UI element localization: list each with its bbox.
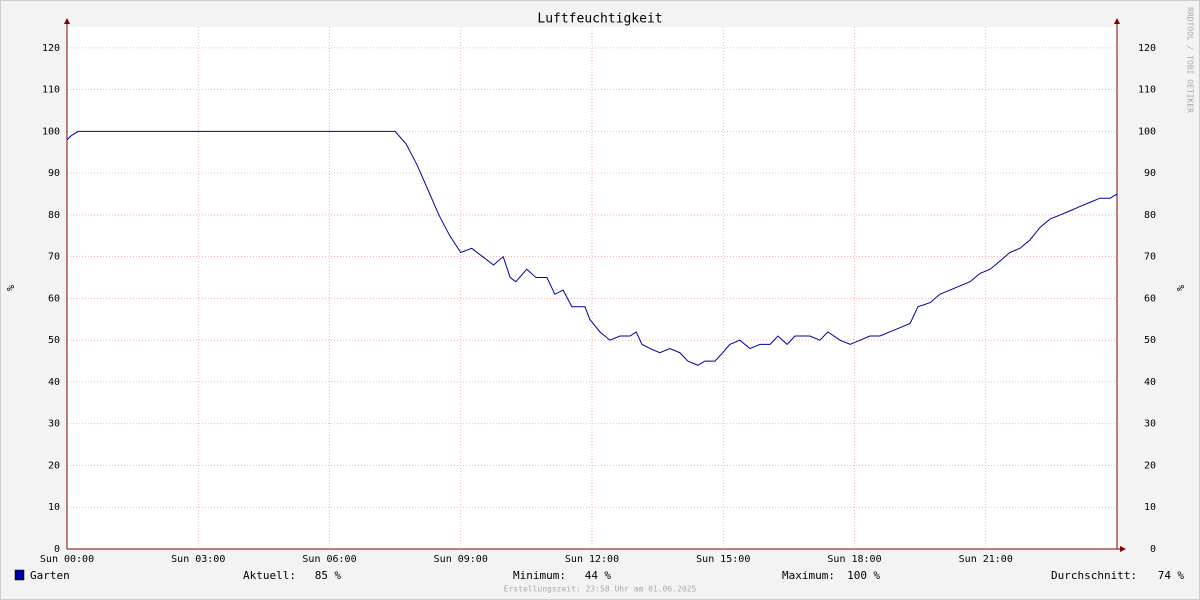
legend-label: Garten <box>30 569 70 582</box>
y2-tick-label: 110 <box>1138 85 1156 96</box>
y2-tick-label: 10 <box>1144 502 1156 513</box>
axis-arrow <box>1120 546 1126 552</box>
x-tick-label: Sun 18:00 <box>827 554 881 565</box>
stat-unit: % <box>1177 569 1184 582</box>
y2-tick-label: 120 <box>1138 43 1156 54</box>
stat-value: 74 <box>1158 569 1172 582</box>
x-tick-label: Sun 12:00 <box>565 554 619 565</box>
y-tick-label: 60 <box>48 293 60 304</box>
y2-tick-label: 0 <box>1150 544 1156 555</box>
y-tick-label: 0 <box>54 544 60 555</box>
y-tick-label: 40 <box>48 377 60 388</box>
x-tick-label: Sun 15:00 <box>696 554 750 565</box>
y2-tick-label: 90 <box>1144 168 1156 179</box>
y-tick-label: 20 <box>48 460 60 471</box>
y2-tick-label: 50 <box>1144 335 1156 346</box>
y2-tick-label: 60 <box>1144 293 1156 304</box>
y-tick-label: 50 <box>48 335 60 346</box>
y2-tick-label: 40 <box>1144 377 1156 388</box>
x-tick-label: Sun 21:00 <box>959 554 1013 565</box>
x-tick-label: Sun 09:00 <box>434 554 488 565</box>
x-tick-label: Sun 03:00 <box>171 554 225 565</box>
y-axis-label: % <box>4 285 15 291</box>
footer: Erstellungszeit: 23:58 Uhr am 01.06.2025 <box>504 585 697 594</box>
y-tick-label: 90 <box>48 168 60 179</box>
watermark: RRDTOOL / TOBI OETIKER <box>1186 7 1195 113</box>
x-tick-label: Sun 00:00 <box>40 554 94 565</box>
stat-value: 85 <box>315 569 328 582</box>
y-tick-label: 110 <box>42 85 60 96</box>
stat-value: 100 <box>847 569 867 582</box>
axis-arrow <box>1114 18 1120 24</box>
stat-unit: % <box>604 569 611 582</box>
chart-title: Luftfeuchtigkeit <box>537 12 662 27</box>
y2-tick-label: 30 <box>1144 419 1156 430</box>
y2-axis-label: % <box>1174 285 1185 291</box>
legend-swatch <box>14 569 25 581</box>
stat-unit: % <box>334 569 341 582</box>
y-tick-label: 80 <box>48 210 60 221</box>
y-tick-label: 120 <box>42 43 60 54</box>
y2-tick-label: 100 <box>1138 126 1156 137</box>
y2-tick-label: 70 <box>1144 252 1156 263</box>
y-tick-label: 70 <box>48 252 60 263</box>
axis-arrow <box>64 18 70 24</box>
y2-tick-label: 20 <box>1144 460 1156 471</box>
stat-unit: % <box>873 569 880 582</box>
x-tick-label: Sun 06:00 <box>302 554 356 565</box>
y2-tick-label: 80 <box>1144 210 1156 221</box>
stat-value: 44 <box>585 569 599 582</box>
stat-label: Aktuell: <box>243 569 296 582</box>
y-tick-label: 100 <box>42 126 60 137</box>
y-tick-label: 30 <box>48 419 60 430</box>
stat-label: Durchschnitt: <box>1051 569 1137 582</box>
stat-label: Maximum: <box>782 569 835 582</box>
y-tick-label: 10 <box>48 502 60 513</box>
stat-label: Minimum: <box>513 569 566 582</box>
data-line <box>66 130 1118 366</box>
